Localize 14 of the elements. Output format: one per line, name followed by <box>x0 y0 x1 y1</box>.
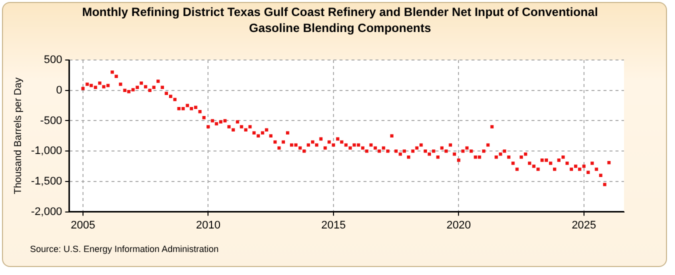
x-tick-label: 2005 <box>70 219 96 232</box>
x-tick-label: 2025 <box>572 219 596 232</box>
y-tick-label: 0 <box>56 84 62 96</box>
chart-title: Monthly Refining District Texas Gulf Coast Refinery and Blender Net Input of Conventional Gasoline Blending Components <box>81 4 599 36</box>
source-note: Source: U.S. Energy Information Administration <box>30 244 219 254</box>
y-tick-label: 500 <box>44 54 62 66</box>
y-tick-label: -1,000 <box>30 145 62 158</box>
y-tick-label: -1,500 <box>30 175 62 188</box>
x-tick-label: 2020 <box>446 219 471 232</box>
y-tick-label: -500 <box>40 114 62 127</box>
y-axis-title: Thousand Barrels per Day <box>12 78 24 194</box>
x-tick-label: 2015 <box>321 219 346 232</box>
y-tick-label: -2,000 <box>30 206 62 218</box>
x-tick-label: 2010 <box>196 219 220 232</box>
